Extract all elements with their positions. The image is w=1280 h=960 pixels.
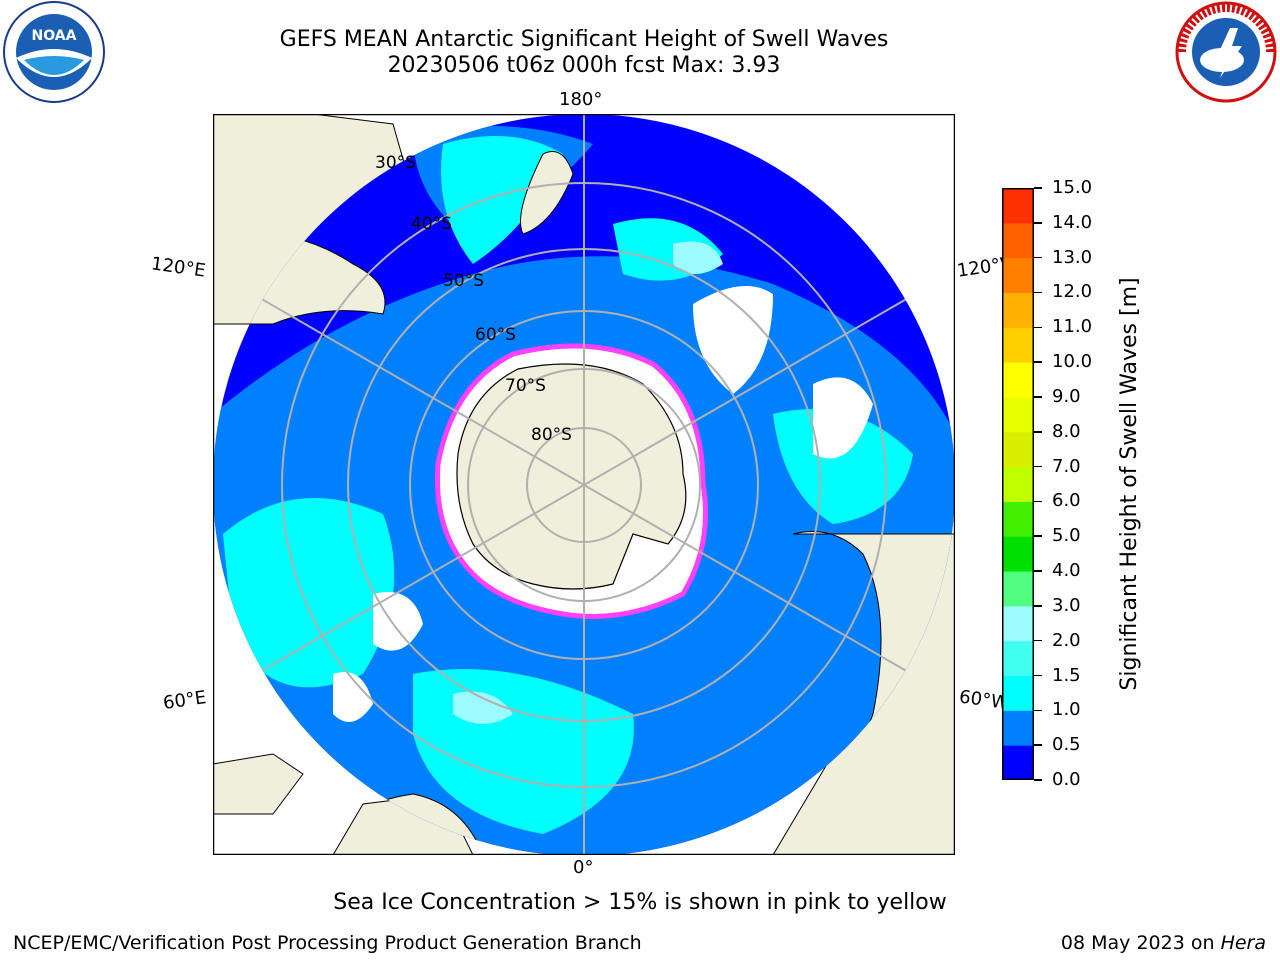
colorbar-tick-label: 15.0 bbox=[1052, 177, 1093, 198]
date-text: 08 May 2023 on bbox=[1060, 932, 1215, 954]
colorbar-tick-label: 13.0 bbox=[1052, 246, 1093, 268]
colorbar-tick-mark bbox=[1034, 256, 1042, 259]
colorbar-tick-mark bbox=[1034, 744, 1042, 746]
longitude-gridlines bbox=[213, 114, 955, 855]
credit-line: NCEP/EMC/Verification Post Processing Pr… bbox=[13, 932, 642, 954]
colorbar-segment bbox=[1002, 745, 1034, 780]
lon-label-60e: 60°E bbox=[161, 687, 208, 714]
colorbar-segment bbox=[1002, 292, 1034, 328]
noaa-logo-text: NOAA bbox=[32, 28, 77, 44]
colorbar-tick-label: 1.5 bbox=[1052, 664, 1081, 686]
colorbar-tick-label: 2.0 bbox=[1052, 629, 1081, 651]
colorbar-tick-label: 9.0 bbox=[1052, 385, 1081, 407]
colorbar-tick-mark bbox=[1034, 291, 1042, 294]
lon-label-120e: 120°E bbox=[149, 253, 207, 282]
noaa-logo-icon: NOAA bbox=[3, 1, 105, 103]
map-border bbox=[213, 114, 955, 855]
sea-ice-note: Sea Ice Concentration > 15% is shown in … bbox=[333, 890, 947, 915]
colorbar-tick-mark bbox=[1034, 465, 1042, 468]
colorbar-tick-label: 7.0 bbox=[1052, 455, 1081, 477]
colorbar-tick-mark bbox=[1034, 570, 1042, 572]
swell-band-mid-5 bbox=[773, 409, 913, 524]
sea-ice-patch-4 bbox=[333, 672, 373, 722]
swell-band-high-1 bbox=[673, 241, 723, 274]
colorbar-tick-mark bbox=[1034, 605, 1042, 607]
colorbar-tick-label: 11.0 bbox=[1052, 316, 1093, 338]
lat-label-40s: 40°S bbox=[411, 214, 452, 234]
colorbar-segment bbox=[1002, 640, 1034, 677]
colorbar-segment bbox=[1002, 466, 1034, 502]
colorbar-tick-mark bbox=[1034, 326, 1042, 329]
swell-band-mid-3 bbox=[223, 498, 395, 688]
colorbar-segment bbox=[1002, 396, 1034, 433]
colorbar-tick-mark bbox=[1034, 639, 1042, 642]
land-corner-bl bbox=[213, 753, 304, 815]
lon-label-180: 180° bbox=[559, 89, 603, 110]
colorbar-tick-mark bbox=[1034, 535, 1042, 537]
host-name: Hera bbox=[1220, 932, 1266, 954]
colorbar-tick-label: 3.0 bbox=[1052, 594, 1081, 616]
colorbar-tick-label: 0.0 bbox=[1052, 769, 1081, 790]
colorbar-tick-label: 12.0 bbox=[1052, 281, 1093, 303]
swell-band-mid-1 bbox=[441, 136, 563, 264]
colorbar-segment bbox=[1002, 431, 1034, 468]
land-new-zealand bbox=[520, 151, 574, 235]
colorbar-tick-mark bbox=[1034, 709, 1042, 712]
colorbar-tick-mark bbox=[1034, 187, 1042, 189]
colorbar-segment bbox=[1002, 222, 1034, 259]
colorbar-segment bbox=[1002, 675, 1034, 711]
lat-label-80s: 80°S bbox=[531, 425, 572, 445]
colorbar-tick-label: 5.0 bbox=[1052, 525, 1081, 547]
lon-label-0: 0° bbox=[573, 857, 594, 878]
swell-band-high-2 bbox=[453, 691, 513, 724]
colorbar-segment bbox=[1002, 605, 1034, 642]
colorbar bbox=[1002, 188, 1034, 780]
sea-ice-patch-3 bbox=[373, 592, 423, 651]
nws-logo-icon bbox=[1175, 1, 1277, 103]
colorbar-tick-mark bbox=[1034, 431, 1042, 433]
colorbar-segment bbox=[1002, 501, 1034, 537]
colorbar-tick-mark bbox=[1034, 674, 1042, 677]
colorbar-label: Significant Height of Swell Waves [m] bbox=[1117, 277, 1142, 691]
colorbar-segment bbox=[1002, 710, 1034, 746]
date-line: 08 May 2023 on Hera bbox=[1061, 932, 1266, 954]
colorbar-tick-label: 4.0 bbox=[1052, 560, 1081, 582]
colorbar-tick-mark bbox=[1034, 500, 1042, 503]
colorbar-tick-mark bbox=[1034, 361, 1042, 363]
lat-label-60s: 60°S bbox=[475, 325, 516, 345]
colorbar-tick-label: 14.0 bbox=[1052, 211, 1093, 233]
colorbar-tick-mark bbox=[1034, 222, 1042, 224]
colorbar-tick-mark bbox=[1034, 779, 1042, 781]
colorbar-tick-mark bbox=[1034, 396, 1042, 398]
colorbar-segment bbox=[1002, 188, 1034, 224]
lat-label-30s: 30°S bbox=[375, 153, 416, 173]
colorbar-tick-label: 6.0 bbox=[1052, 490, 1081, 512]
colorbar-tick-label: 10.0 bbox=[1052, 351, 1093, 373]
chart-subtitle: 20230506 t06z 000h fcst Max: 3.93 bbox=[387, 53, 781, 78]
colorbar-segment bbox=[1002, 327, 1034, 363]
colorbar-segment bbox=[1002, 362, 1034, 398]
colorbar-segment bbox=[1002, 257, 1034, 293]
chart-title: GEFS MEAN Antarctic Significant Height o… bbox=[279, 27, 889, 52]
lat-label-50s: 50°S bbox=[443, 271, 484, 291]
colorbar-tick-label: 1.0 bbox=[1052, 699, 1081, 721]
colorbar-segment bbox=[1002, 536, 1034, 572]
antarctic-swell-map: 30°S 40°S 50°S 60°S 70°S 80°S bbox=[213, 114, 955, 855]
lat-label-70s: 70°S bbox=[505, 376, 546, 396]
colorbar-tick-label: 8.0 bbox=[1052, 420, 1081, 442]
colorbar-segment bbox=[1002, 571, 1034, 607]
colorbar-tick-label: 0.5 bbox=[1052, 734, 1081, 756]
sea-ice-patch-2 bbox=[813, 377, 873, 459]
